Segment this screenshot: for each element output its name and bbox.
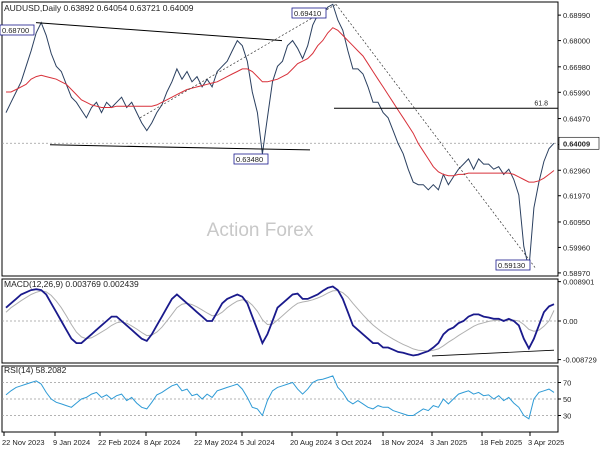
price-panel: 0.68700 0.69410 0.63480 0.59130 61.8: [0, 3, 558, 271]
xtick-label: 22 Feb 2024: [98, 438, 140, 447]
macd-ytick-label: 0.00: [563, 317, 578, 326]
xtick-label: 22 Nov 2023: [2, 438, 45, 447]
upper-trendline: [35, 22, 283, 42]
annotation-label: 0.59130: [498, 261, 525, 270]
current-price-box: [558, 136, 600, 150]
price-ytick-label: 0.66980: [563, 63, 590, 72]
lower-trendline: [49, 144, 311, 151]
annotation-box: [291, 7, 327, 19]
rsi-line: [5, 375, 555, 420]
annotation-box: [233, 153, 269, 165]
xtick-label: 5 Jul 2024: [240, 438, 275, 447]
xtick-label: 20 Aug 2024: [290, 438, 332, 447]
xtick-label: 3 Jan 2025: [430, 438, 467, 447]
annotation-label: 0.63480: [236, 155, 263, 164]
price-ytick-label: 0.64970: [563, 115, 590, 124]
xtick-label: 8 Apr 2024: [144, 438, 180, 447]
macd-divergence-line: [431, 349, 555, 357]
rsi-ytick-label: 50: [563, 395, 571, 404]
rsi-panel: [5, 375, 555, 420]
annotation-label: 0.68700: [2, 26, 29, 35]
price-line: [5, 3, 555, 269]
price-ytick-label: 0.58970: [563, 269, 590, 278]
macd-ytick-label: -0.008729: [563, 356, 597, 365]
rsi-ytick-label: 70: [563, 379, 571, 388]
price-ytick-label: 0.59960: [563, 243, 590, 252]
price-ytick-label: 0.62960: [563, 166, 590, 175]
dashed-support-line: [139, 4, 337, 119]
macd-ytick-label: 0.008901: [563, 278, 594, 287]
grid-lines: [2, 142, 558, 416]
price-ytick-label: 0.61970: [563, 192, 590, 201]
y-axis-labels: 0.689900.680000.669800.659900.649700.639…: [558, 11, 600, 421]
annotation-box: [495, 259, 531, 271]
price-ytick-label: 0.60950: [563, 218, 590, 227]
xtick-label: 22 May 2024: [194, 438, 237, 447]
macd-signal-line: [5, 289, 555, 352]
rsi-header: RSI(14) 58.2082: [4, 365, 67, 375]
macd-line: [5, 285, 555, 357]
dashed-retrace-line: [335, 4, 537, 270]
rsi-ytick-label: 30: [563, 412, 571, 421]
current-price-label: 0.64009: [563, 139, 590, 148]
price-ytick-label: 0.68990: [563, 11, 590, 20]
macd-header: MACD(12,26,9) 0.003769 0.002439: [4, 279, 139, 289]
price-ytick-label: 0.65990: [563, 88, 590, 97]
annotation-box: [0, 24, 35, 36]
price-ytick-label: 0.68000: [563, 37, 590, 46]
price-frame: [1, 1, 559, 277]
xtick-label: 3 Oct 2024: [335, 438, 372, 447]
xtick-label: 18 Nov 2024: [381, 438, 424, 447]
fib-618-label: 61.8: [534, 100, 548, 107]
annotation-label: 0.69410: [294, 9, 321, 18]
macd-panel: [5, 285, 555, 357]
panel-frames: [1, 1, 559, 433]
xtick-label: 18 Feb 2025: [480, 438, 522, 447]
watermark: Action Forex: [207, 220, 314, 241]
xtick-label: 9 Jan 2024: [53, 438, 90, 447]
xtick-label: 3 Apr 2025: [528, 438, 564, 447]
symbol-header: AUDUSD,Daily 0.63892 0.64054 0.63721 0.6…: [4, 3, 194, 13]
x-axis-labels: 22 Nov 2023 9 Jan 2024 22 Feb 2024 8 Apr 20…: [2, 432, 564, 447]
ma-line: [6, 27, 555, 183]
